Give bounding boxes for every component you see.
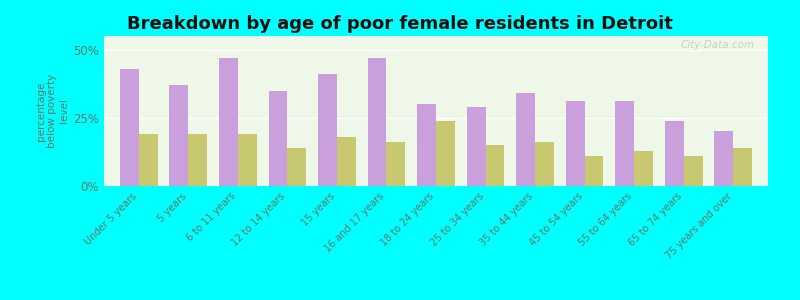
Bar — [318, 74, 337, 186]
Bar — [170, 85, 188, 186]
Bar — [337, 137, 356, 186]
Bar — [684, 156, 702, 186]
Bar — [386, 142, 406, 186]
Bar — [417, 104, 436, 186]
Bar — [486, 145, 504, 186]
Bar — [665, 121, 684, 186]
Bar — [516, 93, 535, 186]
Bar — [436, 121, 455, 186]
Bar — [120, 69, 138, 186]
Bar — [368, 58, 386, 186]
Bar — [287, 148, 306, 186]
Bar — [634, 151, 653, 186]
Bar — [219, 58, 238, 186]
Bar — [734, 148, 752, 186]
Bar — [566, 101, 585, 186]
Bar — [238, 134, 257, 186]
Bar — [585, 156, 603, 186]
Bar — [269, 91, 287, 186]
Bar — [138, 134, 158, 186]
Bar — [714, 131, 734, 186]
Y-axis label: percentage
below poverty
level: percentage below poverty level — [36, 74, 69, 148]
Bar — [188, 134, 207, 186]
Bar — [535, 142, 554, 186]
Bar — [466, 107, 486, 186]
Text: Breakdown by age of poor female residents in Detroit: Breakdown by age of poor female resident… — [127, 15, 673, 33]
Text: City-Data.com: City-Data.com — [681, 40, 754, 50]
Bar — [615, 101, 634, 186]
